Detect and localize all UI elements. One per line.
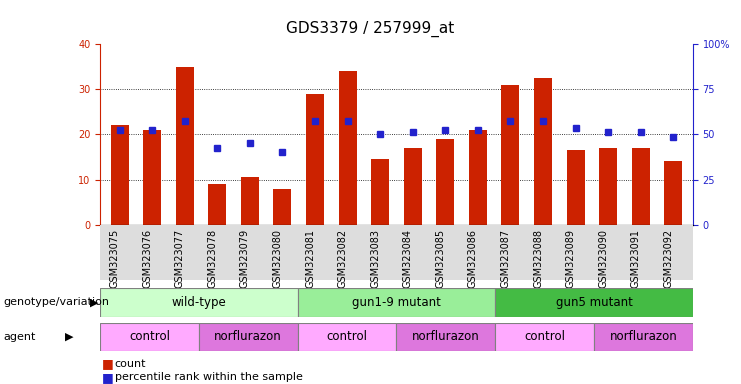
Text: GSM323077: GSM323077: [175, 229, 185, 288]
Text: control: control: [524, 331, 565, 343]
Text: GSM323088: GSM323088: [533, 229, 543, 288]
Text: GSM323082: GSM323082: [338, 229, 348, 288]
Bar: [599, 148, 617, 225]
Bar: [339, 71, 356, 225]
Text: wild-type: wild-type: [171, 296, 226, 309]
Text: norflurazon: norflurazon: [610, 331, 677, 343]
Bar: [502, 85, 519, 225]
Text: GDS3379 / 257999_at: GDS3379 / 257999_at: [286, 21, 455, 37]
Text: GSM323090: GSM323090: [598, 229, 608, 288]
Text: GSM323084: GSM323084: [402, 229, 413, 288]
Bar: [371, 159, 389, 225]
Text: genotype/variation: genotype/variation: [4, 297, 110, 308]
Text: GSM323092: GSM323092: [663, 229, 674, 288]
Bar: [495, 288, 693, 317]
Bar: [404, 148, 422, 225]
Text: gun1-9 mutant: gun1-9 mutant: [352, 296, 441, 309]
Text: GSM323089: GSM323089: [565, 229, 576, 288]
Text: GSM323075: GSM323075: [110, 229, 119, 288]
Bar: [100, 323, 199, 351]
Text: GSM323079: GSM323079: [240, 229, 250, 288]
Bar: [241, 177, 259, 225]
Bar: [100, 288, 298, 317]
Text: ■: ■: [102, 371, 114, 384]
Bar: [594, 323, 693, 351]
Bar: [298, 323, 396, 351]
Text: count: count: [115, 359, 147, 369]
Text: agent: agent: [4, 332, 36, 342]
Text: GSM323076: GSM323076: [142, 229, 152, 288]
Text: GSM323081: GSM323081: [305, 229, 315, 288]
Text: norflurazon: norflurazon: [214, 331, 282, 343]
Bar: [495, 323, 594, 351]
Text: ▶: ▶: [65, 332, 73, 342]
Bar: [567, 150, 585, 225]
Text: GSM323080: GSM323080: [273, 229, 282, 288]
Bar: [176, 67, 193, 225]
Bar: [208, 184, 226, 225]
Bar: [199, 323, 298, 351]
Text: GSM323087: GSM323087: [500, 229, 511, 288]
Bar: [110, 125, 128, 225]
Bar: [298, 288, 495, 317]
Bar: [665, 162, 682, 225]
Bar: [143, 130, 161, 225]
Bar: [534, 78, 552, 225]
Text: ▶: ▶: [90, 297, 99, 308]
Text: GSM323085: GSM323085: [435, 229, 445, 288]
Text: ■: ■: [102, 358, 114, 371]
Bar: [273, 189, 291, 225]
Bar: [306, 94, 324, 225]
Text: GSM323086: GSM323086: [468, 229, 478, 288]
Bar: [632, 148, 650, 225]
Text: GSM323083: GSM323083: [370, 229, 380, 288]
Text: norflurazon: norflurazon: [412, 331, 479, 343]
Text: GSM323078: GSM323078: [207, 229, 217, 288]
Text: GSM323091: GSM323091: [631, 229, 641, 288]
Text: control: control: [129, 331, 170, 343]
Text: control: control: [327, 331, 368, 343]
Bar: [396, 323, 495, 351]
Text: percentile rank within the sample: percentile rank within the sample: [115, 372, 303, 382]
Text: gun5 mutant: gun5 mutant: [556, 296, 633, 309]
Bar: [469, 130, 487, 225]
Bar: [436, 139, 454, 225]
